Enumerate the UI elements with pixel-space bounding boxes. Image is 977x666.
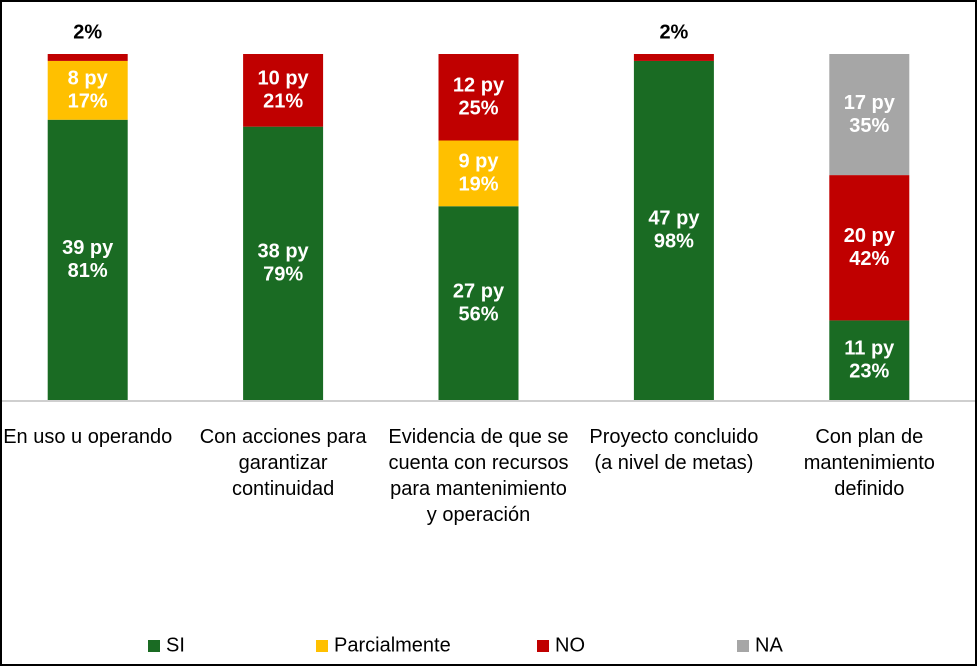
value-label: 23% xyxy=(849,360,889,382)
legend-label: Parcialmente xyxy=(334,634,451,656)
value-label: 81% xyxy=(68,260,108,282)
count-label: 17 py xyxy=(844,92,896,114)
legend-swatch xyxy=(537,640,549,652)
bar-segment xyxy=(633,54,714,61)
value-label: 79% xyxy=(263,264,303,286)
legend-label: NA xyxy=(755,634,783,656)
bar-segment xyxy=(829,320,910,400)
value-label: 19% xyxy=(458,174,498,196)
bar-segment xyxy=(438,54,519,141)
count-label: 11 py xyxy=(844,337,895,359)
value-label: 25% xyxy=(458,98,498,120)
bar-segment xyxy=(438,206,519,400)
bar-segment xyxy=(829,54,910,176)
category-label: Proyecto concluido (a nivel de metas) xyxy=(589,426,759,474)
category-label: En uso u operando xyxy=(3,426,173,448)
bar-segment xyxy=(243,54,324,127)
value-label: 17% xyxy=(68,91,108,113)
value-label: 21% xyxy=(263,91,303,113)
bar-segment xyxy=(633,60,714,401)
value-label: 35% xyxy=(849,115,889,137)
value-label: 42% xyxy=(849,248,889,270)
count-label: 9 py xyxy=(458,151,499,173)
bar-segment xyxy=(243,126,324,400)
count-label: 47 py xyxy=(648,208,700,230)
value-label: 2% xyxy=(659,21,688,43)
count-label: 8 py xyxy=(68,68,109,90)
count-label: 38 py xyxy=(258,241,310,263)
legend-swatch xyxy=(737,640,749,652)
count-label: 20 py xyxy=(844,225,896,247)
legend-label: NO xyxy=(555,634,585,656)
value-label: 98% xyxy=(654,231,694,253)
count-label: 12 py xyxy=(453,75,505,97)
legend-swatch xyxy=(316,640,328,652)
bar-segment xyxy=(47,54,128,61)
bar-segment xyxy=(438,140,519,207)
value-label: 2% xyxy=(73,21,102,43)
category-label: Evidencia de que se cuenta con recursos … xyxy=(388,426,569,526)
category-label: Con plan de mantenimiento definido xyxy=(803,426,935,500)
category-label: Con acciones para garantizar continuidad xyxy=(199,426,367,500)
count-label: 27 py xyxy=(453,280,505,302)
legend-label: SI xyxy=(166,634,185,656)
bar-segment xyxy=(47,119,128,401)
value-label: 56% xyxy=(458,303,498,325)
count-label: 10 py xyxy=(258,68,310,90)
count-label: 39 py xyxy=(62,237,114,259)
legend-swatch xyxy=(148,640,160,652)
bar-segment xyxy=(47,60,128,120)
bar-segment xyxy=(829,175,910,321)
